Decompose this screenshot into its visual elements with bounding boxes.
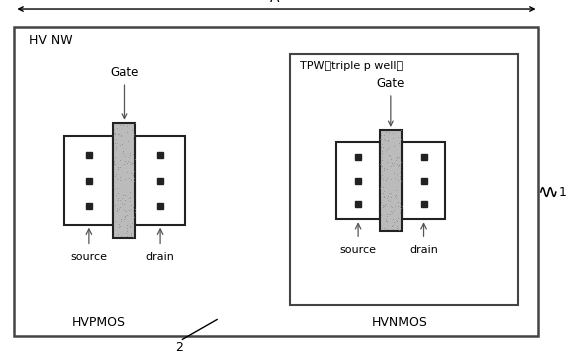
Text: source: source bbox=[71, 252, 107, 262]
Bar bbox=[336, 142, 380, 219]
Text: Gate: Gate bbox=[376, 77, 405, 126]
Bar bbox=[290, 54, 518, 305]
Text: A': A' bbox=[270, 0, 283, 5]
Text: HVPMOS: HVPMOS bbox=[71, 316, 126, 329]
Text: HVNMOS: HVNMOS bbox=[372, 316, 427, 329]
Text: TPW（triple p well）: TPW（triple p well） bbox=[300, 61, 403, 71]
Text: HV NW: HV NW bbox=[29, 34, 72, 47]
Bar bbox=[135, 136, 185, 225]
Text: 2: 2 bbox=[175, 341, 184, 354]
Text: drain: drain bbox=[409, 245, 438, 255]
Text: Gate: Gate bbox=[110, 66, 139, 118]
Text: 1: 1 bbox=[559, 186, 567, 199]
Bar bbox=[113, 123, 135, 238]
Bar bbox=[380, 130, 402, 231]
Bar bbox=[14, 27, 538, 336]
Bar bbox=[402, 142, 445, 219]
Text: source: source bbox=[340, 245, 376, 255]
Text: drain: drain bbox=[146, 252, 174, 262]
Bar bbox=[64, 136, 113, 225]
